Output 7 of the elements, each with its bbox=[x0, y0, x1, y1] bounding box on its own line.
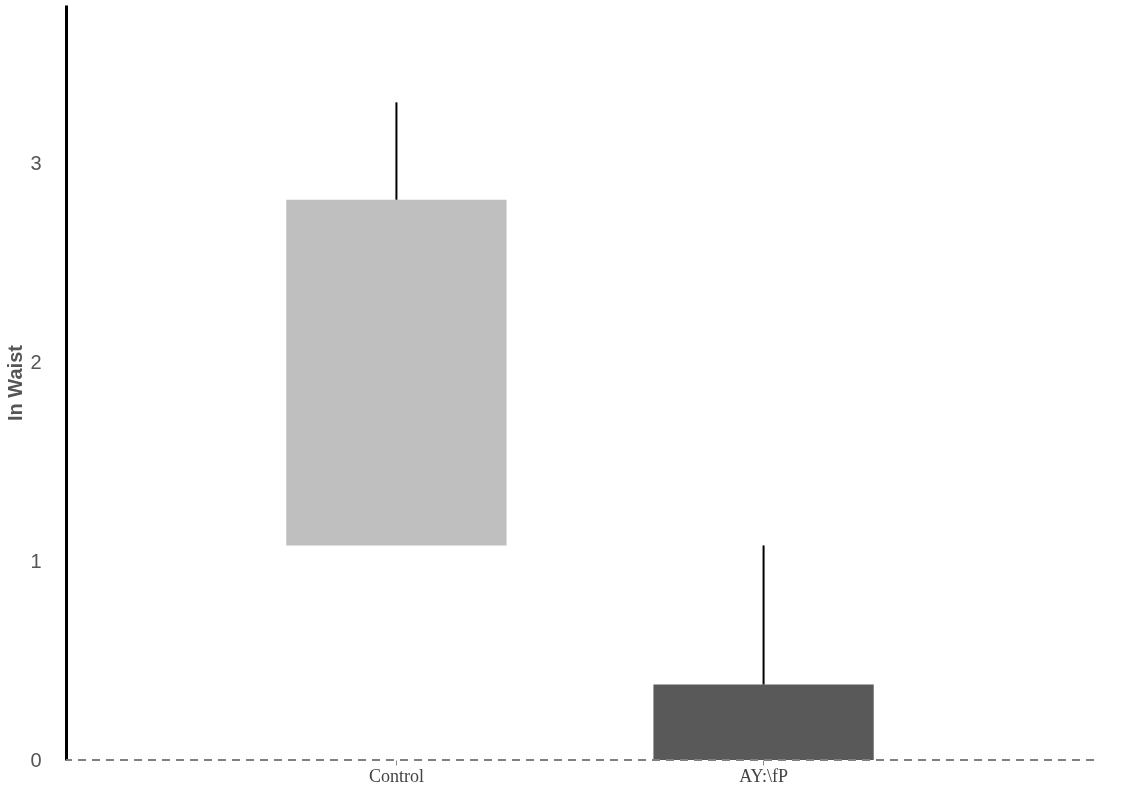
x-tick-label: Control bbox=[368, 765, 424, 786]
y-tick-label: 3 bbox=[30, 152, 42, 175]
y-tick-label: 2 bbox=[30, 351, 42, 374]
y-axis-title: In Waist bbox=[4, 344, 27, 421]
y-tick-label: 1 bbox=[30, 549, 42, 572]
y-tick-label: 0 bbox=[30, 748, 42, 771]
x-tick-label: AY:\fP bbox=[739, 765, 788, 786]
